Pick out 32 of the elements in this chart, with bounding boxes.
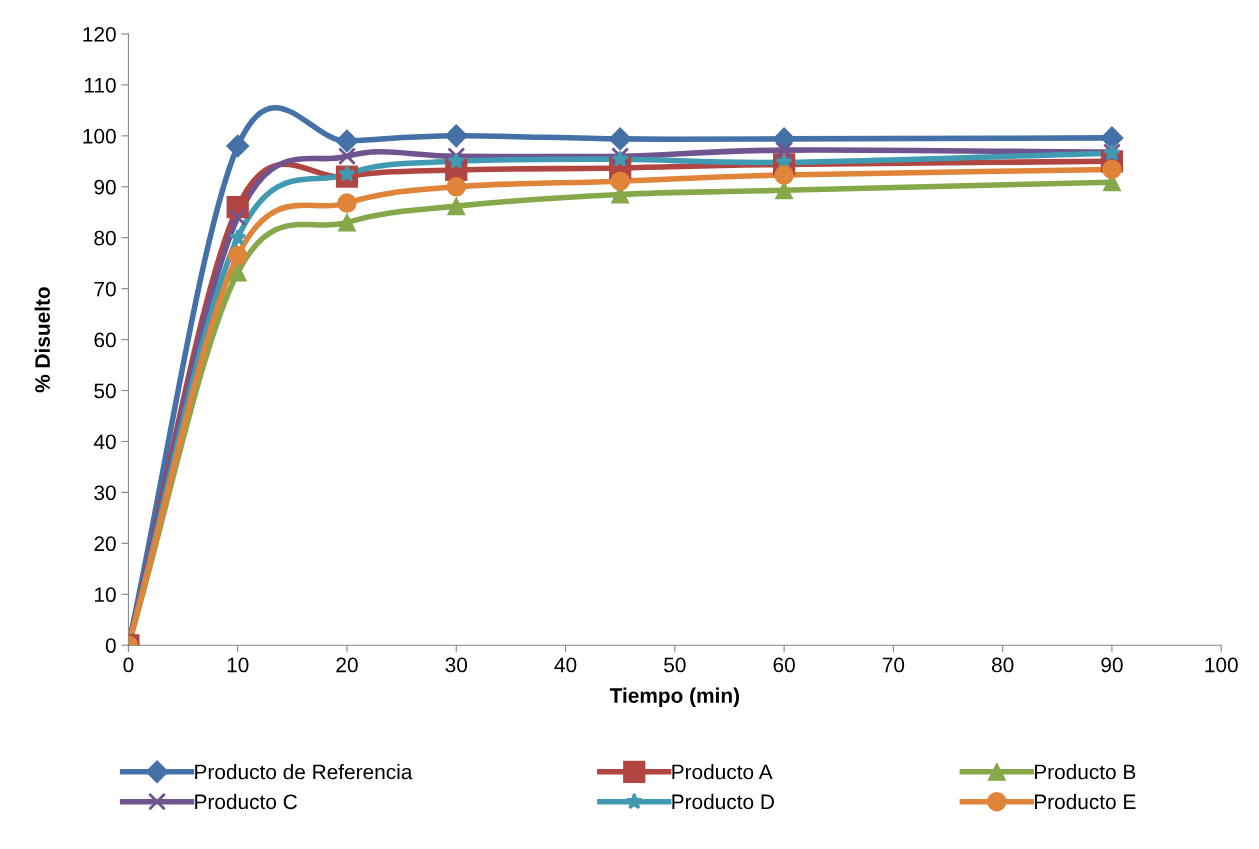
- x-tick-label: 70: [882, 657, 905, 673]
- x-tick-label: 30: [445, 657, 468, 673]
- y-tick-label: 40: [93, 434, 116, 450]
- y-tick-label: 50: [94, 383, 116, 399]
- x-tick-label: 80: [991, 657, 1014, 673]
- x-axis-title: Tiempo (min): [609, 687, 739, 707]
- y-tick-label: 110: [84, 77, 116, 93]
- legend-label: Producto A: [672, 764, 773, 780]
- x-tick-label: 90: [1101, 657, 1123, 673]
- y-tick-label: 70: [94, 281, 116, 297]
- legend-label: Producto D: [672, 793, 774, 810]
- legend-label: Producto de Referencia: [195, 764, 413, 780]
- x-tick-label: 20: [336, 657, 358, 673]
- y-tick-label: 30: [94, 485, 116, 501]
- y-tick-label: 120: [83, 26, 116, 42]
- legend-label: Producto B: [1034, 764, 1136, 780]
- x-tick-label: 100: [1205, 657, 1238, 673]
- y-tick-label: 0: [105, 638, 116, 653]
- x-tick-label: 60: [773, 657, 795, 673]
- y-tick-label: 80: [94, 230, 116, 246]
- legend-label: Producto C: [195, 793, 297, 810]
- legend-label: Producto E: [1034, 793, 1136, 810]
- x-tick-label: 40: [554, 657, 577, 673]
- y-tick-label: 90: [94, 179, 116, 195]
- y-tick-label: 60: [94, 332, 116, 348]
- y-tick-label: 10: [95, 587, 116, 603]
- x-tick-label: 0: [123, 657, 134, 673]
- y-tick-label: 20: [94, 536, 116, 552]
- x-tick-label: 50: [664, 657, 686, 673]
- y-axis-title: % Disuelto: [34, 287, 50, 393]
- x-tick-label: 10: [227, 657, 249, 673]
- y-tick-label: 100: [83, 128, 116, 144]
